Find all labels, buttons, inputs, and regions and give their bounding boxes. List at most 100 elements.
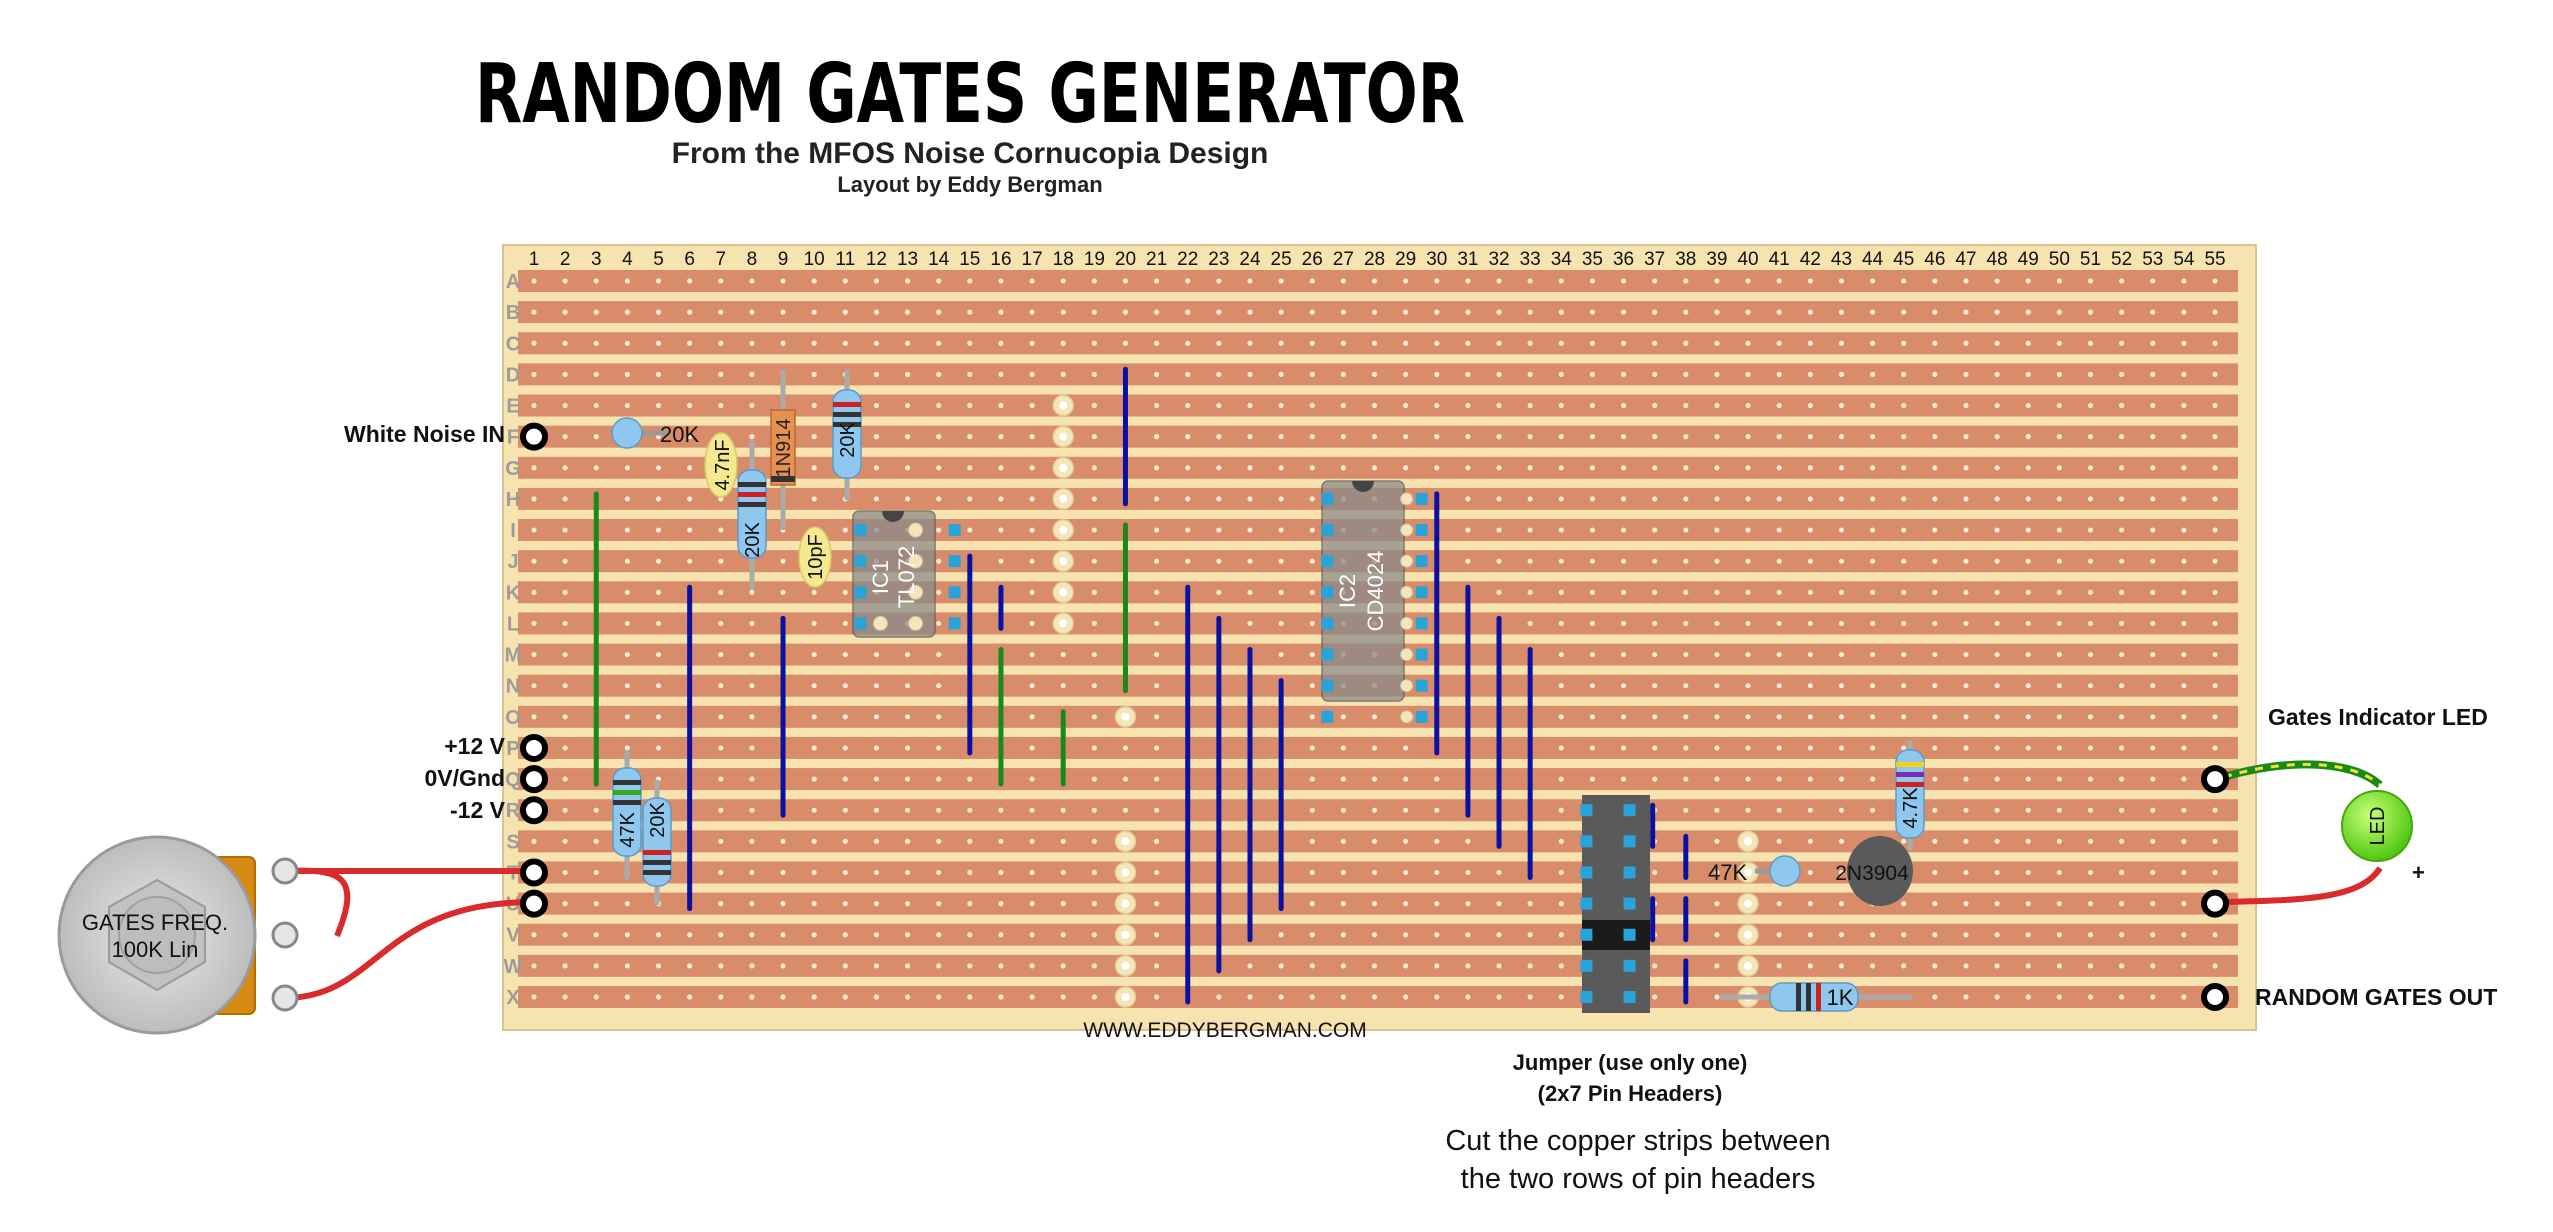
copper-strip-S <box>518 830 2238 853</box>
ic1-part-label: TL072 <box>894 546 919 608</box>
io-terminal <box>520 796 548 825</box>
column-label: 45 <box>1893 249 1914 270</box>
column-label: 42 <box>1800 249 1821 270</box>
io-terminal <box>2201 982 2230 1011</box>
column-label: 5 <box>653 249 664 270</box>
ic-pin <box>1321 648 1334 661</box>
ic-pin <box>948 555 961 568</box>
pin-headers <box>1580 804 1636 1003</box>
column-label: 10 <box>804 249 825 270</box>
minus12v-label: -12 V <box>450 797 506 823</box>
column-label: 24 <box>1239 249 1261 270</box>
resistor-47k-pot: 47K <box>612 750 642 880</box>
column-label: 50 <box>2049 249 2070 270</box>
random-gates-out-label: RANDOM GATES OUT <box>2255 984 2497 1010</box>
copper-strip-V <box>518 923 2238 946</box>
resistor-20k-pot-label: 20K <box>647 802 669 838</box>
diode-label: 1N914 <box>773 419 795 478</box>
resistor-20k-c-label: 20K <box>837 422 859 458</box>
transistor-2n3904: 2N3904 <box>1835 836 1913 906</box>
external-wires <box>287 760 2383 1001</box>
ic-pin <box>854 555 867 568</box>
ic-pin <box>1415 492 1428 505</box>
column-label: 28 <box>1364 249 1385 270</box>
page-title: RANDOM GATES GENERATOR <box>475 47 1465 142</box>
column-label: 52 <box>2111 249 2132 270</box>
row-label: X <box>506 987 520 1009</box>
copper-strip-U <box>518 892 2238 915</box>
jumper-block <box>1582 920 1650 950</box>
row-label: E <box>506 396 519 418</box>
header: RANDOM GATES GENERATOR From the MFOS Noi… <box>475 47 1465 197</box>
copper-strip-B <box>518 301 2238 324</box>
pot-label-line2: 100K Lin <box>112 937 199 962</box>
header-pin <box>1580 990 1593 1003</box>
column-label: 21 <box>1146 249 1167 270</box>
io-terminal <box>2201 889 2230 918</box>
resistor-47k-base-label: 47K <box>1708 860 1747 885</box>
header-pin <box>1580 897 1593 910</box>
io-terminal <box>520 858 548 887</box>
layout-credit: Layout by Eddy Bergman <box>837 172 1102 197</box>
column-label: 19 <box>1084 249 1105 270</box>
resistor-20k-noise-label: 20K <box>660 422 699 447</box>
copper-strip-O <box>518 705 2238 728</box>
ic-pin <box>948 524 961 537</box>
row-label: H <box>506 489 520 511</box>
capacitor-10p: 10pF <box>798 526 832 588</box>
website-text: WWW.EDDYBERGMAN.COM <box>1083 1019 1367 1042</box>
page-subtitle: From the MFOS Noise Cornucopia Design <box>672 137 1269 170</box>
copper-strip-X <box>518 985 2238 1008</box>
column-label: 54 <box>2173 249 2195 270</box>
header-pin <box>1623 959 1636 972</box>
potentiometer-gates-freq[interactable]: GATES FREQ. 100K Lin <box>57 835 299 1035</box>
io-terminal <box>520 422 548 451</box>
column-label: 31 <box>1457 249 1478 270</box>
row-label: L <box>507 613 519 635</box>
header-pin <box>1623 835 1636 848</box>
column-label: 7 <box>715 249 726 270</box>
column-label: 11 <box>835 249 855 270</box>
column-label: 17 <box>1022 249 1043 270</box>
column-label: 37 <box>1644 249 1665 270</box>
ic-pin <box>1321 555 1334 568</box>
row-label: R <box>506 800 521 822</box>
led-plus-label: + <box>2412 860 2425 885</box>
column-label: 6 <box>684 249 695 270</box>
column-label: 18 <box>1053 249 1074 270</box>
column-label: 35 <box>1582 249 1603 270</box>
white-noise-in-label: White Noise IN <box>344 421 505 447</box>
row-label: B <box>506 302 520 324</box>
transistor-label: 2N3904 <box>1835 862 1909 885</box>
row-label: D <box>506 364 520 386</box>
row-label: M <box>505 645 522 667</box>
column-label: 22 <box>1177 249 1198 270</box>
resistor-4k7: 4.7K <box>1895 740 1925 850</box>
column-label: 8 <box>747 249 758 270</box>
column-label: 40 <box>1737 249 1758 270</box>
resistor-20k-pot: 20K <box>642 780 672 905</box>
column-label: 25 <box>1271 249 1292 270</box>
column-label: 38 <box>1675 249 1696 270</box>
copper-strip-R <box>518 799 2238 822</box>
gates-led-label: Gates Indicator LED <box>2268 704 2488 730</box>
column-label: 12 <box>866 249 887 270</box>
row-label: C <box>506 333 520 355</box>
ic-pin <box>1321 586 1334 599</box>
resistor-20k-b: 20K <box>737 440 767 590</box>
ic2-label: IC2 <box>1335 574 1360 608</box>
ic2-part-label: CD4024 <box>1363 551 1388 632</box>
header-pin <box>1623 866 1636 879</box>
header-pin <box>1623 928 1636 941</box>
column-label: 15 <box>959 249 980 270</box>
io-labels: White Noise IN +12 V 0V/Gnd -12 V Gates … <box>344 421 2497 1010</box>
solder-pads <box>1052 394 1759 1008</box>
column-label: 23 <box>1208 249 1229 270</box>
ic-pin <box>1415 679 1428 692</box>
column-label: 26 <box>1302 249 1323 270</box>
column-label: 4 <box>622 249 633 270</box>
row-label: A <box>506 271 520 293</box>
resistor-47k-base: 47K <box>1708 855 1801 887</box>
column-label: 13 <box>897 249 918 270</box>
row-label: P <box>506 738 519 760</box>
